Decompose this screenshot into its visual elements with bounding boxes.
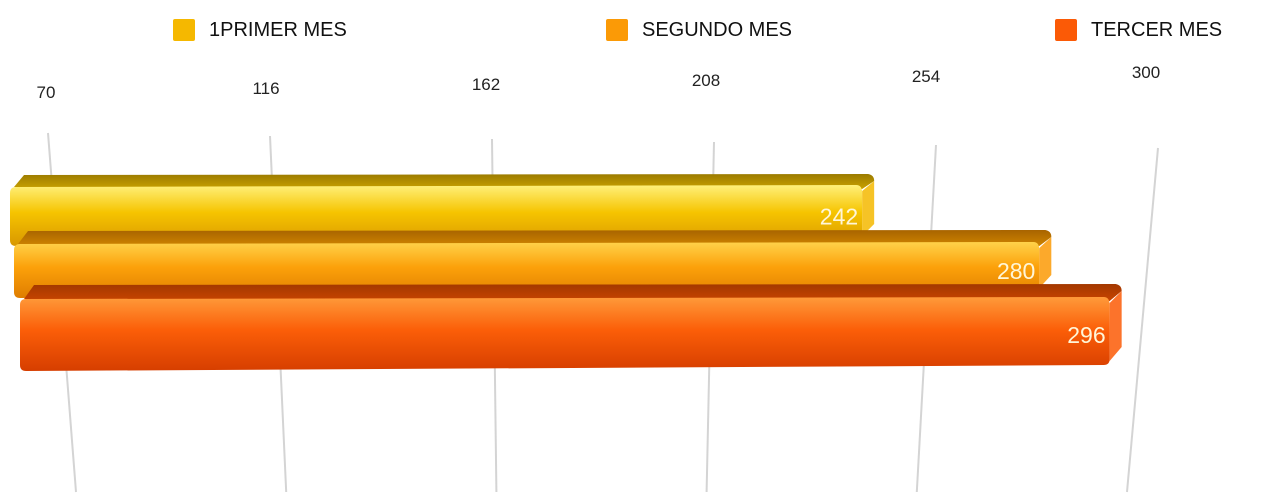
legend-swatch-primer-mes: [173, 19, 195, 41]
legend-item-primer-mes: 1PRIMER MES: [173, 16, 347, 44]
x-tick-label: 70: [37, 83, 56, 102]
value-labels: 242 280 296: [820, 204, 1106, 349]
value-label: 296: [1067, 322, 1105, 348]
x-tick-label: 300: [1132, 63, 1160, 82]
bar-end-cap: [1039, 237, 1052, 288]
bar-end-cap: [1109, 291, 1122, 361]
bar-top-face: [14, 174, 875, 189]
bar: [14, 242, 1040, 298]
x-axis-ticks: 70 116 162 208 254 300: [37, 63, 1161, 102]
legend-item-segundo-mes: SEGUNDO MES: [606, 16, 792, 44]
value-label: 280: [997, 258, 1035, 284]
bar-top-face: [24, 284, 1122, 301]
bar-end-cap: [862, 181, 875, 236]
legend-label-primer-mes: 1PRIMER MES: [209, 18, 347, 41]
x-tick-label: 162: [472, 75, 500, 94]
legend-label-segundo-mes: SEGUNDO MES: [642, 18, 793, 41]
grid-line: [1126, 147, 1159, 493]
x-tick-label: 254: [912, 67, 940, 86]
value-label: 242: [820, 204, 858, 230]
bar: [20, 297, 1110, 371]
legend-swatch-tercer-mes: [1055, 19, 1077, 41]
legend-swatch-segundo-mes: [606, 19, 628, 41]
bar-top-face: [18, 230, 1052, 246]
x-tick-label: 116: [252, 79, 279, 98]
legend-label-tercer-mes: TERCER MES: [1091, 18, 1223, 41]
legend-item-tercer-mes: TERCER MES: [1055, 16, 1222, 44]
bars: [10, 174, 1122, 371]
x-tick-label: 208: [692, 71, 720, 90]
